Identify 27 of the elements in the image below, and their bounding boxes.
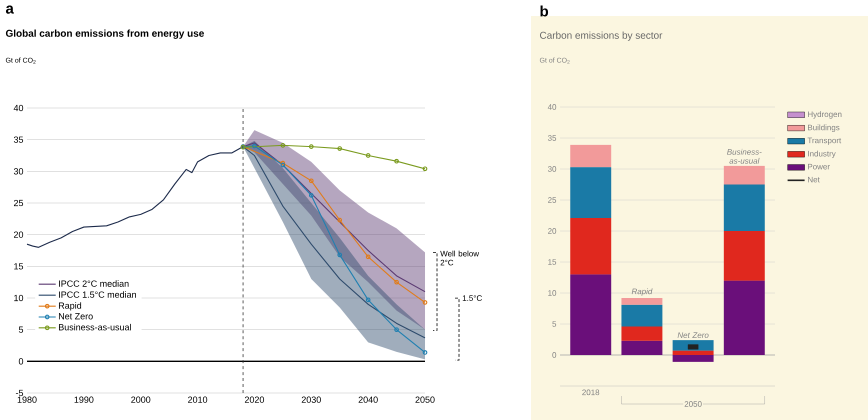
y-tick-label: -5 <box>16 390 24 396</box>
x-tick-label: 1990 <box>74 396 94 403</box>
text: a <box>6 6 14 14</box>
legend-label: IPCC 1.5°C median <box>59 291 136 298</box>
y-tick-label: 25 <box>14 200 24 206</box>
x-tick-label: 1980 <box>18 396 37 403</box>
legend-label: IPCC 2°C median <box>59 280 129 287</box>
x-tick-label: 2050 <box>415 396 435 403</box>
x-tick-label: 2000 <box>131 396 150 403</box>
x-tick-label: 2040 <box>358 396 378 403</box>
y-tick-label: 0 <box>18 358 24 365</box>
legend-label: Rapid <box>58 302 82 311</box>
y-tick-label: 35 <box>14 136 24 143</box>
x-tick-label: 2020 <box>244 396 264 403</box>
x-tick-label: 2010 <box>188 396 208 403</box>
chart-title: Global carbon emissions from energy use <box>6 30 204 39</box>
x-tick-label: 2030 <box>302 396 321 403</box>
y-tick-label: 40 <box>14 104 24 112</box>
y-tick-label: 10 <box>14 294 24 302</box>
y-tick-label: 20 <box>14 231 24 238</box>
y-tick-label: 30 <box>14 168 24 175</box>
legend-label: Net Zero <box>58 313 93 320</box>
text: b <box>540 6 548 16</box>
y-tick-label: 15 <box>14 263 24 270</box>
legend-label: Business-as-usual <box>58 324 131 330</box>
chart-title: Carbon emissions by sector <box>540 32 662 41</box>
y-tick-label: 5 <box>18 326 24 333</box>
